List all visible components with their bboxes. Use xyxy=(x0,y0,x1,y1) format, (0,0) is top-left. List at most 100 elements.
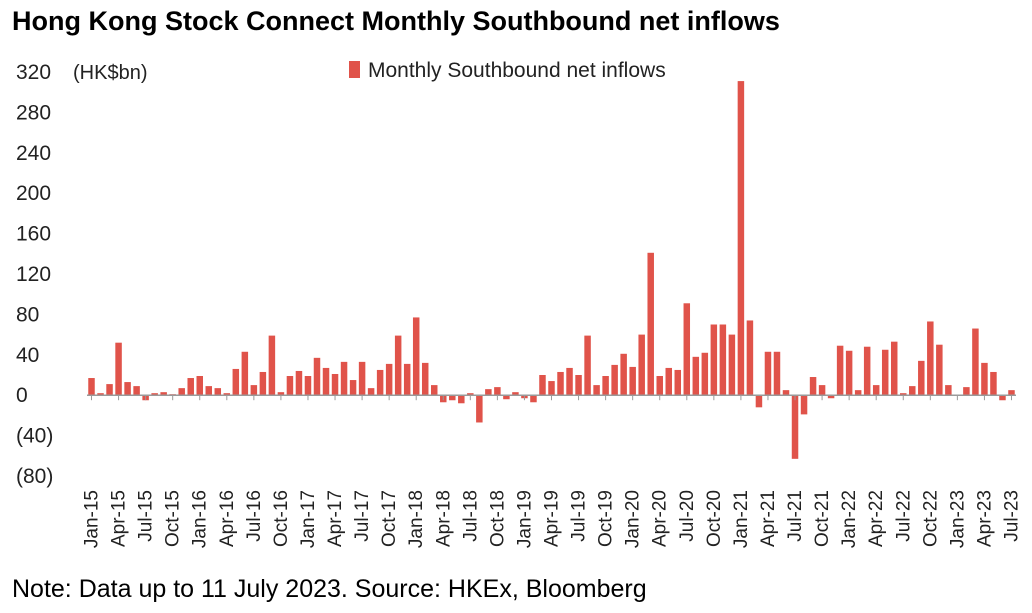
bar xyxy=(701,352,709,396)
bar xyxy=(367,388,375,396)
bar xyxy=(187,378,194,396)
bar xyxy=(530,395,537,403)
bar xyxy=(431,385,438,396)
bar xyxy=(890,341,898,396)
x-tick-label: Jul-21 xyxy=(785,490,806,542)
x-tick-label: Jul-15 xyxy=(136,490,157,542)
bar xyxy=(548,381,555,396)
bar xyxy=(863,346,871,396)
x-tick-label: Apr-23 xyxy=(974,490,995,547)
bar xyxy=(809,377,817,396)
x-tick-label: Jan-20 xyxy=(623,490,644,548)
bar xyxy=(322,367,330,396)
bar xyxy=(178,388,185,396)
x-tick-label: Oct-15 xyxy=(163,490,184,547)
x-tick-label: Oct-18 xyxy=(487,490,508,547)
bar xyxy=(999,395,1006,401)
x-tick-label: Apr-16 xyxy=(217,490,238,547)
bar xyxy=(773,351,781,396)
bar xyxy=(349,380,357,396)
bar xyxy=(259,371,267,396)
x-tick-label: Jul-18 xyxy=(460,490,481,542)
bar xyxy=(638,334,645,396)
x-tick-label: Jan-22 xyxy=(839,490,860,548)
bar xyxy=(566,367,573,396)
x-tick-label: Jan-16 xyxy=(190,490,211,548)
bar xyxy=(124,382,131,396)
bar xyxy=(403,363,411,396)
x-tick-label: Apr-18 xyxy=(433,490,454,547)
y-tick-label: 80 xyxy=(16,303,39,326)
bar xyxy=(214,388,222,396)
legend-swatch xyxy=(349,61,360,78)
bar xyxy=(719,324,727,396)
x-tick-label: Apr-20 xyxy=(650,490,671,547)
bar xyxy=(331,373,339,396)
bar xyxy=(313,357,321,396)
bars xyxy=(88,81,1015,459)
x-tick-label: Oct-22 xyxy=(920,490,941,547)
bar xyxy=(458,395,465,404)
x-tick-label: Jul-17 xyxy=(352,490,373,542)
bar xyxy=(106,384,113,396)
bar xyxy=(539,375,546,396)
x-tick-label: Jan-15 xyxy=(82,490,103,548)
bar xyxy=(936,344,943,396)
bar xyxy=(800,395,808,415)
bar xyxy=(88,378,95,396)
bar xyxy=(494,387,501,396)
bar xyxy=(196,376,203,396)
x-tick-label: Oct-16 xyxy=(271,490,292,547)
bar xyxy=(692,356,700,396)
y-axis-unit-label: (HK$bn) xyxy=(73,62,147,84)
bar xyxy=(791,395,799,459)
bar xyxy=(485,389,492,396)
bar xyxy=(358,361,366,396)
bar xyxy=(97,393,104,396)
y-tick-label: 160 xyxy=(16,223,51,246)
bar xyxy=(593,385,600,396)
bar xyxy=(927,321,934,396)
bar xyxy=(674,369,682,396)
bar xyxy=(394,335,402,396)
y-tick-label: 0 xyxy=(16,384,28,407)
legend: Monthly Southbound net inflows xyxy=(349,59,666,82)
bar xyxy=(557,371,564,396)
bar xyxy=(205,386,213,396)
x-tick-label: Jul-16 xyxy=(244,490,265,542)
bar xyxy=(1008,390,1015,396)
bar xyxy=(584,335,591,396)
bar xyxy=(421,362,429,396)
y-tick-label: 280 xyxy=(16,101,51,124)
x-tick-label: Apr-17 xyxy=(325,490,346,547)
x-tick-label: Jan-23 xyxy=(947,490,968,548)
bar xyxy=(737,81,745,396)
bar xyxy=(340,361,348,396)
bar xyxy=(295,370,303,396)
bar xyxy=(250,385,258,396)
x-tick-label: Jan-21 xyxy=(731,490,752,548)
bar xyxy=(241,351,249,396)
bar-chart: (HK$bn) Monthly Southbound net inflows 3… xyxy=(16,59,1022,548)
bar xyxy=(710,324,718,396)
bar xyxy=(900,393,907,396)
bar xyxy=(575,375,582,396)
x-tick-label: Apr-21 xyxy=(758,490,779,547)
bar xyxy=(476,395,483,423)
bar xyxy=(990,371,997,396)
y-tick-label: 320 xyxy=(16,61,51,84)
bar xyxy=(512,392,519,396)
y-tick-label: (40) xyxy=(16,425,53,448)
bar xyxy=(277,392,285,396)
x-tick-label: Jul-20 xyxy=(677,490,698,542)
chart-title: Hong Kong Stock Connect Monthly Southbou… xyxy=(12,6,780,36)
bar xyxy=(503,395,510,400)
bar xyxy=(647,252,654,396)
y-axis-ticks: 320 280 240 200 160 120 80 40 0 (40) (80) xyxy=(16,61,53,488)
bar xyxy=(981,362,988,396)
x-tick-label: Oct-19 xyxy=(596,490,617,547)
bar xyxy=(881,349,889,396)
bar xyxy=(160,392,167,396)
bar xyxy=(755,395,763,408)
legend-label: Monthly Southbound net inflows xyxy=(368,59,666,82)
